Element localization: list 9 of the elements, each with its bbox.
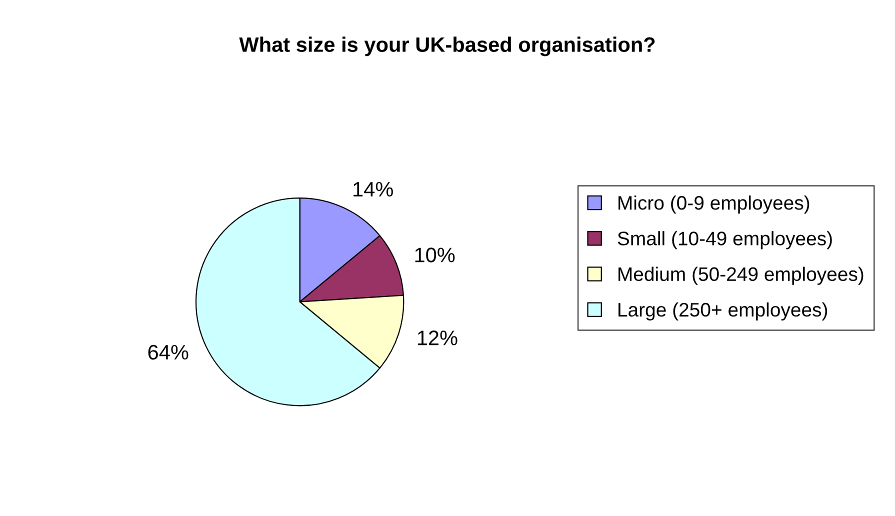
legend-label: Large (250+ employees)	[618, 302, 828, 320]
data-label: 10%	[415, 248, 455, 262]
legend-label: Small (10-49 employees)	[618, 231, 832, 250]
legend-label: Medium (50-249 employees)	[618, 266, 864, 285]
data-label: 64%	[148, 344, 188, 360]
data-label: 12%	[418, 330, 458, 346]
legend-label: Micro (0-9 employees)	[618, 196, 810, 214]
data-label: 14%	[354, 182, 393, 197]
chart-title: What size is your UK-based organisation?	[239, 36, 655, 56]
